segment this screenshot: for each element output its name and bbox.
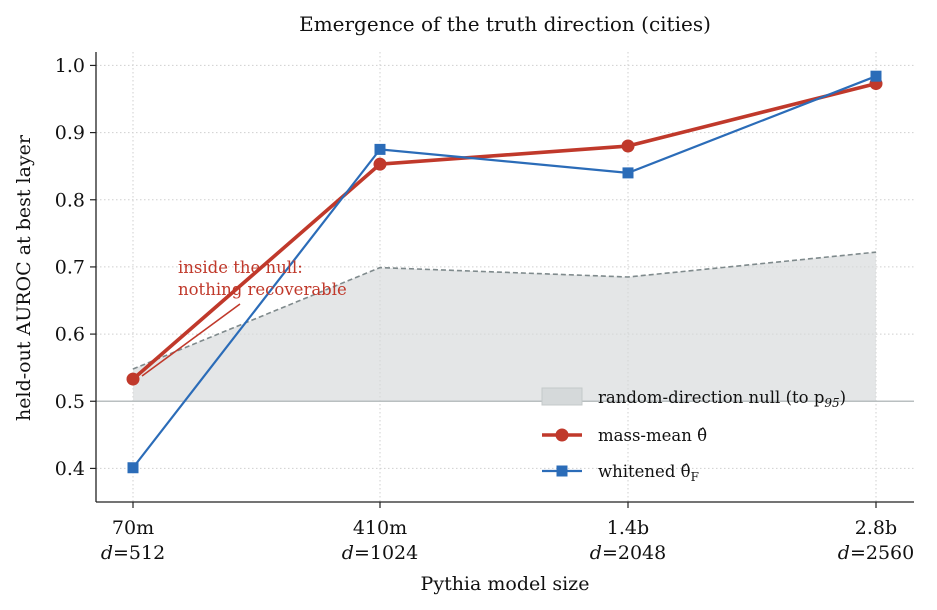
x-tick-label: 1.4b	[607, 517, 649, 539]
y-ticks: 0.4 0.5 0.6 0.7 0.8 0.9 1.0	[55, 55, 96, 480]
whitened-line	[132, 75, 877, 469]
x-tick-dim-label: d=512	[101, 542, 165, 564]
series-layer	[126, 70, 883, 474]
massmean-point	[126, 372, 140, 386]
x-tick-label: 410m	[353, 517, 407, 539]
x-ticks: 70m d=512 410m d=1024 1.4b d=2048 2.8b d=2560	[101, 502, 914, 564]
x-axis-label: Pythia model size	[421, 573, 590, 595]
null-band-layer	[132, 251, 877, 402]
legend-null-swatch	[541, 387, 583, 406]
y-tick-label: 1.0	[55, 55, 85, 77]
y-tick-label: 0.5	[55, 391, 85, 413]
y-tick-label: 0.7	[55, 256, 85, 278]
annotation-line-1: inside the null:	[178, 258, 303, 277]
legend-null-label: random-direction null (to p95)	[598, 388, 846, 410]
y-tick-label: 0.4	[55, 458, 85, 480]
null-band-area	[133, 252, 876, 402]
x-tick-dim-label: d=2048	[590, 542, 666, 564]
massmean-point	[621, 139, 635, 153]
x-tick-dim-label: d=2560	[838, 542, 914, 564]
y-tick-label: 0.6	[55, 324, 85, 346]
massmean-point	[373, 157, 387, 171]
annotation-arrow	[141, 303, 241, 377]
legend: random-direction null (to p95) mass-mean…	[541, 387, 846, 484]
whitened-point	[870, 70, 882, 82]
x-tick-dim-label: d=1024	[342, 542, 418, 564]
chart-title: Emergence of the truth direction (cities…	[299, 12, 711, 36]
annotation: inside the null: nothing recoverable	[141, 258, 347, 377]
y-tick-label: 0.9	[55, 122, 85, 144]
legend-whitened-label: whitened θ̂F	[598, 462, 699, 484]
legend-whitened-marker	[556, 465, 568, 477]
whitened-point	[374, 143, 386, 155]
y-axis-label: held-out AUROC at best layer	[13, 134, 35, 421]
whitened-point	[622, 167, 634, 179]
annotation-line-2: nothing recoverable	[178, 280, 347, 299]
massmean-line	[131, 81, 877, 381]
legend-massmean-label: mass-mean θ̂	[598, 426, 707, 445]
x-tick-label: 2.8b	[855, 517, 897, 539]
legend-massmean-marker	[555, 428, 569, 442]
x-tick-label: 70m	[112, 517, 154, 539]
whitened-point	[127, 462, 139, 474]
y-tick-label: 0.8	[55, 189, 85, 211]
